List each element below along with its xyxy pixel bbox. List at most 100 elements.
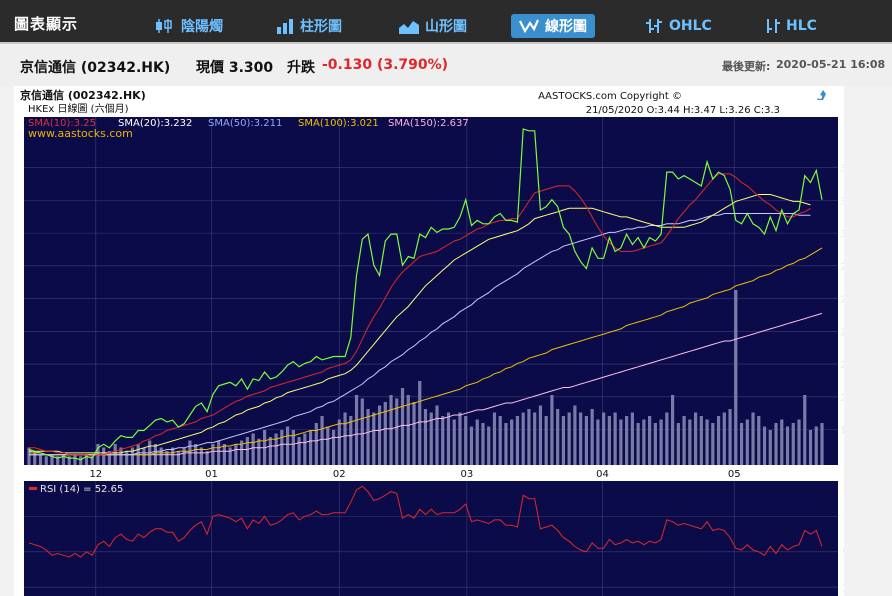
volume-bar — [119, 447, 123, 465]
volume-bar — [418, 381, 422, 465]
rsi-plot-background — [24, 481, 838, 596]
chart-settings-icon[interactable] — [817, 90, 826, 100]
volume-bar — [56, 456, 60, 465]
ohlc-icon — [645, 18, 663, 34]
volume-bar — [429, 412, 433, 465]
volume-bar — [590, 409, 594, 465]
volume-bar — [481, 423, 485, 465]
tab-label: 線形圖 — [545, 19, 587, 35]
volume-bar — [676, 423, 680, 465]
volume-bar — [50, 454, 54, 465]
tab-candlestick[interactable]: 陰陽燭 — [145, 14, 231, 38]
volume-bar — [366, 409, 370, 465]
volume-bar — [217, 440, 221, 465]
volume-bar — [228, 447, 232, 465]
volume-bar — [579, 412, 583, 465]
volume-bar — [670, 395, 675, 465]
volume-bar — [722, 412, 726, 465]
volume-bar — [320, 416, 324, 465]
volume-bar — [487, 426, 491, 465]
volume-bar — [268, 437, 272, 465]
volume-bar — [573, 405, 577, 465]
volume-bar — [165, 451, 169, 465]
sma10-line — [29, 173, 811, 457]
tab-label: OHLC — [669, 18, 712, 34]
volume-bar — [67, 456, 71, 465]
volume-bar — [762, 426, 767, 465]
volume-bar — [274, 433, 278, 465]
volume-bar — [211, 444, 215, 465]
volume-bar — [423, 409, 428, 465]
tab-label: HLC — [786, 18, 817, 34]
tab-label: 陰陽燭 — [181, 19, 223, 35]
sma-legend: SMA(10):3.25 SMA(20):3.232 SMA(50):3.211 SM… — [28, 118, 469, 129]
tab-bar-chart[interactable]: 柱形圖 — [268, 14, 350, 38]
volume-bar — [38, 454, 43, 465]
volume-bar — [383, 402, 387, 465]
y-tick-label: 3.106 — [840, 229, 844, 240]
quote-bar: 京信通信 (02342.HK) 現價 3.300 升跌 -0.130 (3.79… — [0, 46, 892, 86]
sma-legend-label: SMA(10):3.25 — [28, 118, 96, 129]
price-change: -0.130 (3.790%) — [322, 57, 449, 73]
volume-bar — [291, 430, 295, 465]
volume-bar — [372, 412, 376, 465]
volume-bar — [61, 454, 66, 465]
volume-bar — [716, 416, 721, 465]
volume-bar — [515, 416, 520, 465]
tab-ohlc[interactable]: OHLC — [637, 14, 720, 38]
y-tick-label: 3.486 — [840, 164, 844, 175]
last-updated-time: 2020-05-21 16:08 — [776, 58, 886, 71]
rsi-tick-label: 50 — [842, 548, 844, 559]
volume-bar — [797, 419, 801, 465]
volume-bar — [303, 433, 307, 465]
sma100-line — [29, 247, 823, 456]
x-tick-label: 12 — [89, 469, 102, 480]
volume-bar — [452, 419, 456, 465]
candlestick-icon — [153, 18, 175, 34]
x-tick-label: 01 — [205, 469, 218, 480]
volume-bar — [550, 395, 554, 465]
series-lines — [28, 128, 823, 558]
price-label: 現價 — [196, 60, 224, 76]
sma-legend-label: SMA(100):3.021 — [298, 118, 379, 129]
volume-bar — [693, 412, 698, 465]
rsi-tick-label: 30 — [842, 583, 844, 594]
volume-bar — [377, 405, 382, 465]
volume-bar — [596, 419, 600, 465]
volume-bar — [602, 412, 606, 465]
volume-bar — [199, 447, 203, 465]
volume-bar — [768, 430, 772, 465]
volume-bar — [464, 416, 468, 465]
volume-bar — [349, 416, 353, 465]
chart-title: 京信通信 (002342.HK) — [20, 88, 146, 102]
volume-bar — [613, 412, 617, 465]
volume-bar — [780, 419, 784, 465]
volume-bar — [73, 454, 77, 465]
volume-bar — [567, 412, 571, 465]
chart-subtitle: HKEx 日線圖 (六個月) — [28, 102, 129, 115]
chart-area: 京信通信 (002342.HK) AASTOCKS.com Copyright … — [14, 86, 844, 596]
volume-bar — [469, 426, 474, 465]
volume-bar — [84, 454, 89, 465]
volume-bar — [331, 430, 336, 465]
tab-hlc[interactable]: HLC — [756, 14, 825, 38]
tab-line-chart[interactable]: 線形圖 — [511, 14, 595, 38]
volume-bar — [130, 447, 135, 465]
volume-bar — [389, 395, 393, 465]
volume-bar — [619, 419, 623, 465]
volume-bar — [107, 451, 112, 465]
volume-bar — [27, 447, 31, 465]
volume-bar — [636, 423, 640, 465]
volume-bar — [446, 412, 451, 465]
tab-mountain-chart[interactable]: 山形圖 — [391, 14, 475, 38]
volume-bar — [102, 447, 106, 465]
x-tick-label: 03 — [461, 469, 474, 480]
y-tick-label: 3.296 — [840, 196, 844, 207]
chart-toolbar: 圖表顯示 陰陽燭 柱形圖 山形圖 線形圖 OHLC HLC — [0, 0, 892, 44]
volume-bar — [774, 423, 778, 465]
axis-labels: 3.486 3.296 3.106 2.916 2.726 2.536 2.346 2.156… — [89, 164, 844, 595]
sma-legend-label: SMA(150):2.637 — [388, 118, 469, 129]
change-label: 升跌 — [287, 60, 315, 76]
tab-label: 柱形圖 — [300, 19, 342, 35]
volume-bar — [412, 402, 416, 465]
